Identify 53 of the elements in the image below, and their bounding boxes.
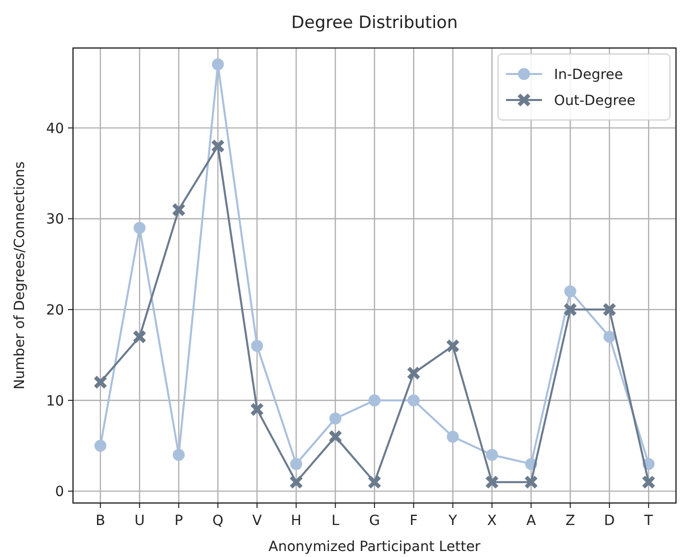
- x-tick-label: F: [410, 513, 418, 529]
- point: [564, 285, 576, 298]
- point: [250, 402, 264, 416]
- point: [563, 302, 578, 317]
- point: [524, 475, 538, 490]
- point: [368, 475, 382, 490]
- point: [251, 340, 264, 352]
- x-tick-label: H: [290, 513, 302, 529]
- chart-title: Degree Distribution: [291, 13, 458, 33]
- y-tick-label: 40: [46, 120, 64, 137]
- point: [93, 375, 108, 390]
- point: [642, 475, 656, 490]
- point: [132, 330, 147, 344]
- x-tick-label: T: [643, 513, 654, 529]
- point: [446, 430, 459, 443]
- x-tick-label: Q: [212, 513, 224, 529]
- x-tick-label: X: [487, 513, 498, 529]
- point: [486, 448, 498, 461]
- x-tick-label: A: [526, 513, 536, 529]
- point: [603, 330, 616, 343]
- point: [329, 412, 342, 425]
- point: [328, 430, 342, 444]
- point: [446, 338, 460, 353]
- point: [602, 302, 616, 317]
- y-axis-title: Number of Degrees/Connections: [12, 161, 28, 390]
- point: [212, 58, 224, 70]
- y-tick-label: 30: [46, 212, 64, 228]
- x-tick-label: D: [604, 513, 615, 529]
- x-tick-label: Y: [448, 513, 458, 529]
- point: [408, 394, 420, 406]
- point: [290, 458, 302, 470]
- point: [210, 139, 225, 154]
- x-tick-label: B: [96, 513, 106, 529]
- x-tick-label: G: [369, 513, 380, 529]
- y-tick-label: 20: [46, 302, 64, 319]
- x-tick-label: Z: [565, 513, 576, 529]
- point: [172, 202, 186, 217]
- x-tick-label: P: [174, 513, 183, 529]
- point: [172, 448, 185, 461]
- x-tick-label: L: [331, 513, 340, 529]
- x-tick-label: U: [134, 513, 145, 529]
- point: [134, 222, 146, 234]
- point: [406, 366, 421, 380]
- point: [368, 394, 380, 406]
- point: [484, 475, 499, 490]
- legend-label: In-Degree: [554, 67, 624, 83]
- y-tick-label: 0: [55, 484, 64, 500]
- x-axis-title: Anonymized Participant Letter: [268, 539, 481, 555]
- legend-label: Out-Degree: [554, 93, 636, 109]
- x-tick-label: V: [252, 513, 262, 529]
- y-tick-label: 10: [46, 393, 64, 410]
- point: [289, 475, 304, 490]
- point: [94, 440, 106, 452]
